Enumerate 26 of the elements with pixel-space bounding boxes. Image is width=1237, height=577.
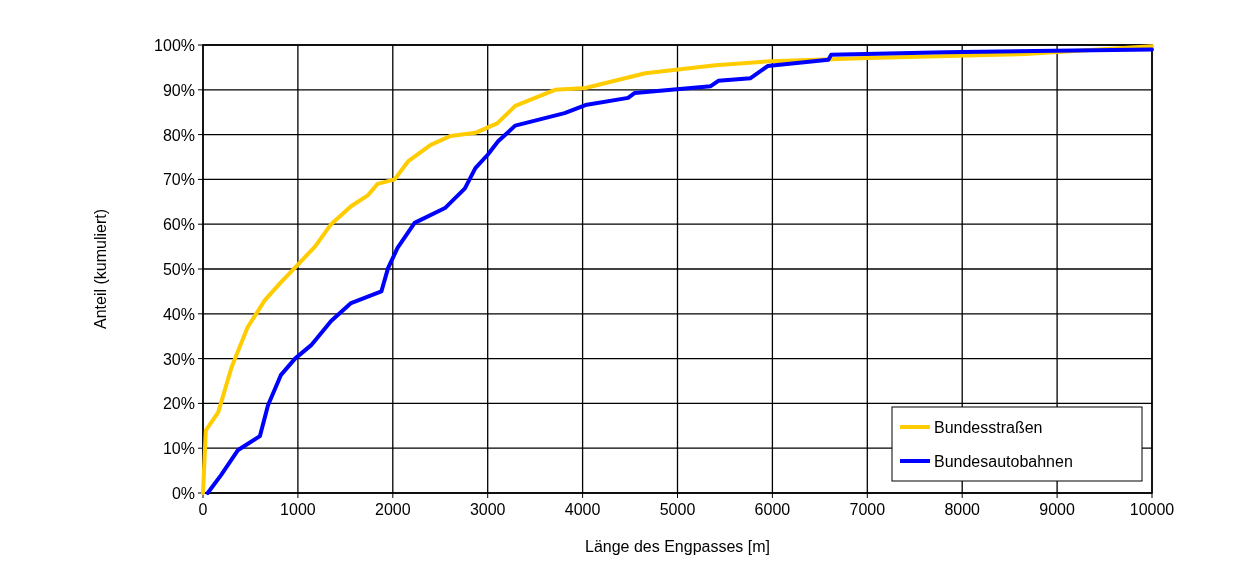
x-tick-label: 5000 <box>659 501 696 518</box>
x-tick-label: 0 <box>198 501 208 518</box>
y-tick-label: 80% <box>162 126 195 144</box>
y-tick-label: 10% <box>162 440 195 458</box>
y-tick-label: 30% <box>162 350 195 368</box>
x-tick-label: 9000 <box>1039 501 1075 518</box>
legend-label: Bundesstraßen <box>934 419 1043 436</box>
y-tick-label: 90% <box>162 81 195 99</box>
y-tick-label: 50% <box>162 261 195 278</box>
y-axis-title: Anteil (kumuliert) <box>92 208 109 330</box>
x-tick-label: 3000 <box>469 501 506 518</box>
y-tick-label: 40% <box>162 305 195 323</box>
x-axis-title: Länge des Engpasses [m] <box>584 538 771 555</box>
y-tick-label: 20% <box>162 395 195 413</box>
x-tick-label: 6000 <box>754 501 791 518</box>
x-tick-label: 1000 <box>280 501 316 518</box>
x-tick-label: 10000 <box>1129 501 1175 518</box>
x-tick-label: 2000 <box>375 501 411 518</box>
y-tick-label: 0% <box>171 485 195 502</box>
x-tick-label: 4000 <box>564 501 601 518</box>
y-tick-label: 70% <box>162 171 195 189</box>
legend-label: Bundesautobahnen <box>934 453 1073 470</box>
x-tick-label: 8000 <box>944 501 981 518</box>
y-tick-label: 100% <box>154 37 195 54</box>
y-tick-label: 60% <box>162 216 195 234</box>
x-tick-label: 7000 <box>849 501 886 518</box>
